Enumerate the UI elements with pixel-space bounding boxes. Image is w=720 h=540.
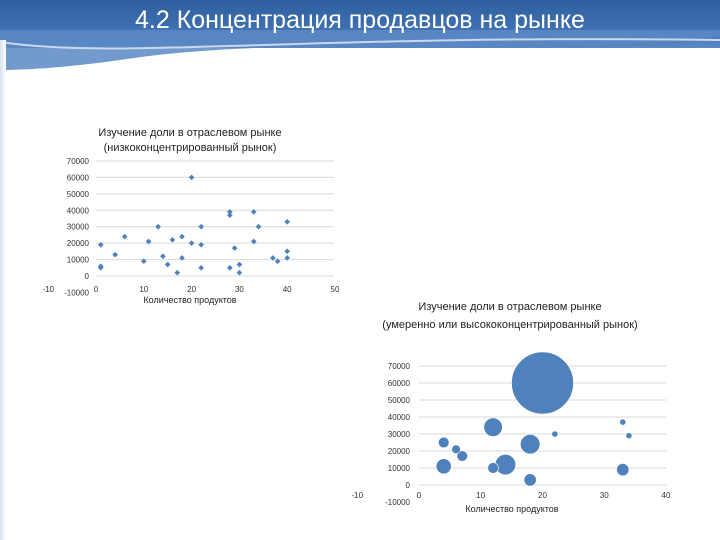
data-bubble (438, 436, 450, 449)
y-tick-label: -10000 (385, 498, 410, 507)
data-bubble (625, 432, 633, 440)
data-point (274, 258, 281, 265)
x-tick-label: 40 (283, 285, 292, 294)
data-bubble (551, 430, 559, 438)
data-point (250, 238, 257, 245)
data-point (255, 223, 262, 230)
x-tick-label: -10 (42, 285, 54, 294)
data-point (121, 233, 128, 240)
data-point (155, 223, 161, 230)
data-point (97, 241, 104, 248)
data-point (227, 209, 233, 215)
slide-title: 4.2 Концентрация продавцов на рынке (135, 6, 585, 34)
data-bubble (435, 458, 452, 475)
y-tick-label: 30000 (388, 430, 411, 439)
data-point (160, 253, 166, 260)
x-tick-label: 30 (235, 285, 244, 294)
data-point (250, 209, 257, 215)
data-point (198, 223, 204, 230)
data-point (188, 240, 195, 246)
data-bubble (511, 351, 574, 415)
data-point (169, 237, 176, 243)
data-bubble (487, 462, 499, 474)
data-point (198, 241, 204, 248)
chart-title-line: Изучение доли в отраслевом рынке (98, 127, 281, 139)
data-point (145, 238, 152, 245)
data-point (164, 261, 171, 268)
x-tick-label: 0 (94, 285, 99, 294)
data-point (270, 255, 276, 261)
y-tick-label: 50000 (67, 190, 90, 199)
data-bubble (520, 434, 541, 455)
y-tick-label: 20000 (388, 447, 411, 456)
data-point (284, 255, 291, 261)
data-point (236, 269, 243, 276)
y-tick-label: 40000 (67, 206, 90, 215)
y-tick-label: 50000 (388, 396, 411, 405)
data-bubble (523, 473, 537, 487)
x-tick-label: 20 (187, 285, 196, 294)
header-wave-decoration (0, 30, 720, 70)
y-tick-label: 60000 (67, 173, 90, 182)
data-point (227, 264, 233, 271)
y-tick-label: 30000 (67, 223, 90, 232)
data-bubble (483, 417, 503, 437)
x-tick-label: -10 (351, 491, 363, 500)
y-tick-label: 10000 (388, 464, 411, 473)
y-tick-label: 60000 (388, 379, 411, 388)
x-tick-label: 40 (662, 491, 671, 500)
y-tick-label: 70000 (67, 157, 90, 166)
data-point (179, 233, 185, 240)
bubble-chart-high-concentration: Изучение доли в отраслевом рынке (умеренн… (351, 301, 671, 514)
data-bubble (451, 444, 461, 454)
y-tick-label: 40000 (388, 413, 411, 422)
data-point (284, 248, 291, 255)
data-point (174, 269, 181, 276)
x-tick-label: 20 (538, 491, 547, 500)
x-tick-label: 10 (139, 285, 148, 294)
y-tick-label: 0 (85, 272, 90, 281)
x-tick-label: 50 (331, 285, 340, 294)
data-point (112, 251, 118, 258)
x-tick-label: 0 (417, 491, 422, 500)
x-axis-label: Количество продуктов (143, 295, 236, 305)
data-point (140, 258, 147, 265)
data-point (188, 174, 195, 181)
data-bubble (619, 418, 627, 426)
data-point (231, 245, 238, 251)
x-tick-label: 10 (476, 491, 485, 500)
left-decor-stripe (0, 40, 6, 540)
y-tick-label: 70000 (388, 362, 411, 371)
x-tick-label: 30 (600, 491, 609, 500)
y-tick-label: -10000 (64, 288, 89, 297)
data-bubble (494, 454, 517, 476)
chart-title-line: Изучение доли в отраслевом рынке (418, 301, 601, 313)
y-tick-label: 0 (406, 481, 411, 490)
data-point (97, 264, 104, 271)
chart-title-line: (умеренно или высококонцентрированный ры… (382, 319, 637, 331)
data-point (227, 212, 233, 219)
scatter-chart-low-concentration: Изучение доли в отраслевом рынке (низкоко… (42, 127, 340, 305)
data-bubble (456, 450, 468, 462)
data-bubble (616, 463, 630, 477)
data-point (198, 264, 204, 271)
data-point (179, 255, 185, 261)
data-point (236, 261, 243, 268)
chart-title-line: (низкоконцентрированный рынок) (104, 142, 277, 154)
x-axis-label: Количество продуктов (465, 504, 558, 514)
y-tick-label: 20000 (67, 239, 90, 248)
y-tick-label: 10000 (67, 256, 90, 265)
data-point (284, 218, 291, 225)
